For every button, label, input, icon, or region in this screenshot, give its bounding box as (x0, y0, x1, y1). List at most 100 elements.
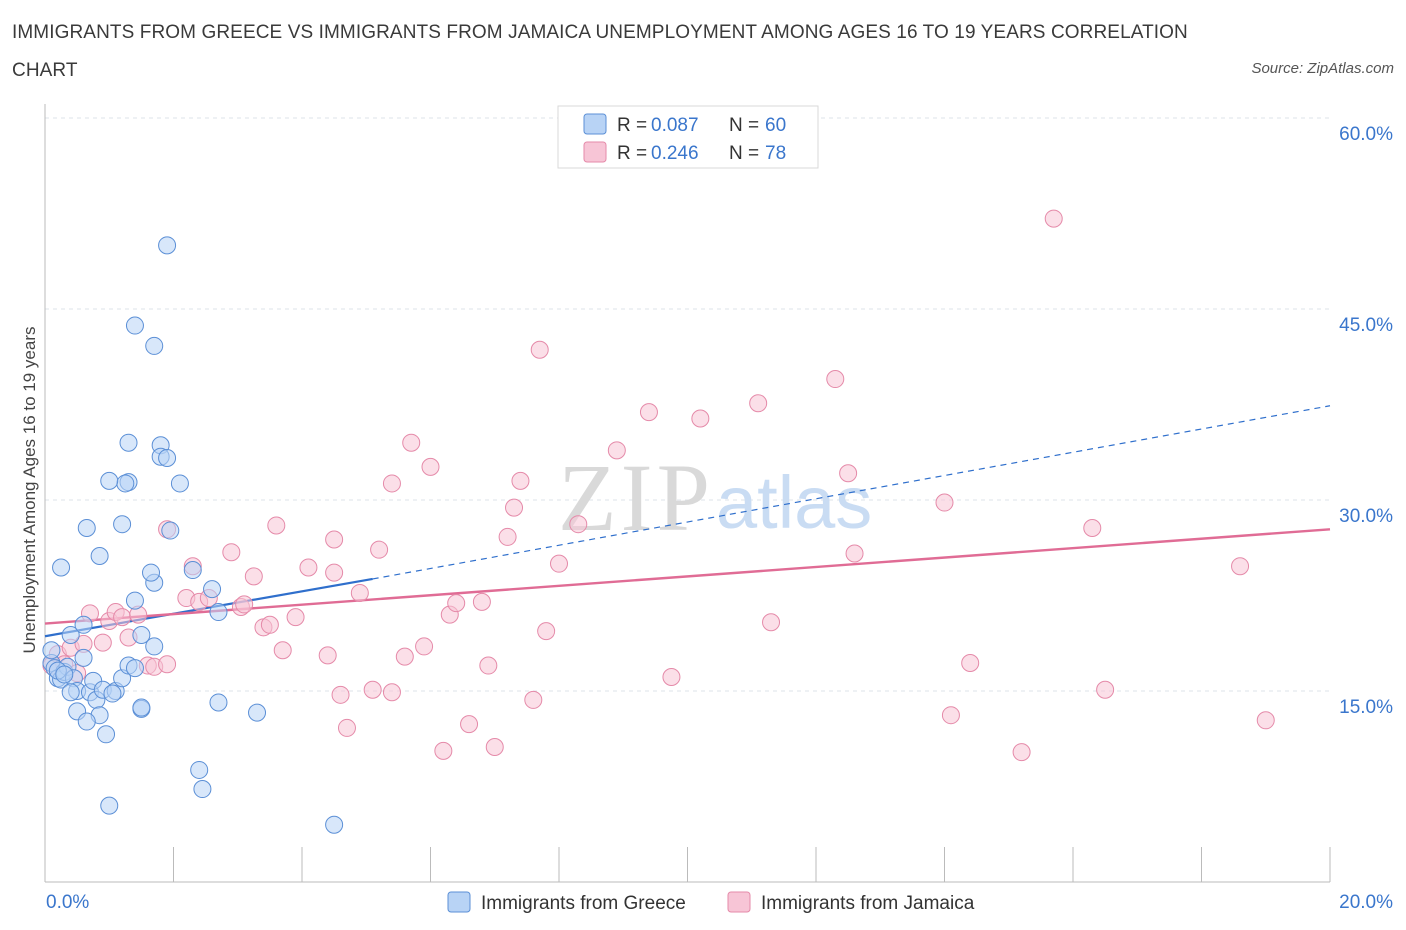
legend-box: R = 0.087 N = 60 R = 0.246 N = 78 (557, 105, 819, 169)
jamaica-point (530, 340, 549, 359)
legend-greece-r-label: R = (617, 115, 647, 136)
jamaica-point (749, 394, 768, 413)
jamaica-point (382, 474, 401, 493)
jamaica-point (762, 613, 781, 632)
greece-trend-dashed (372, 405, 1331, 580)
jamaica-point (569, 515, 588, 534)
greece-point (42, 641, 61, 660)
source-label: Source: ZipAtlas.com (1251, 60, 1394, 77)
greece-point (209, 693, 228, 712)
jamaica-point (337, 718, 356, 737)
greece-point (190, 760, 209, 779)
legend-greece-swatch (583, 113, 607, 135)
bottom-legend: Immigrants from Greece Immigrants from J… (447, 891, 975, 914)
legend-greece-n-label: N = (729, 115, 759, 136)
greece-point (125, 591, 144, 610)
greece-point (125, 659, 144, 678)
legend-greece-n-value: 60 (765, 115, 786, 136)
greece-point (116, 474, 135, 493)
greece-point (119, 433, 138, 452)
jamaica-point (662, 667, 681, 686)
jamaica-point (524, 690, 543, 709)
bottom-legend-jamaica-label: Immigrants from Jamaica (761, 893, 975, 914)
greece-point (142, 563, 161, 582)
jamaica-point (382, 683, 401, 702)
jamaica-point (498, 527, 517, 546)
bottom-legend-greece-swatch (447, 891, 471, 913)
jamaica-point (935, 493, 954, 512)
jamaica-point (485, 738, 504, 757)
jamaica-point (1096, 680, 1115, 699)
jamaica-point (472, 592, 491, 611)
jamaica-point (1083, 519, 1102, 538)
jamaica-point (1256, 711, 1275, 730)
greece-point (61, 683, 80, 702)
jamaica-point (299, 558, 318, 577)
jamaica-point (1012, 743, 1031, 762)
jamaica-point (402, 433, 421, 452)
y-tick-label: 15.0% (1339, 697, 1393, 718)
jamaica-point (273, 641, 292, 660)
jamaica-point (325, 530, 344, 549)
jamaica-point (550, 554, 568, 573)
jamaica-point (639, 403, 658, 422)
greece-point (132, 625, 151, 644)
greece-point (74, 648, 93, 667)
greece-point (158, 236, 177, 255)
greece-point (158, 448, 177, 467)
jamaica-point (363, 680, 382, 699)
jamaica-point (826, 370, 845, 389)
greece-point (203, 580, 222, 599)
jamaica-point (235, 595, 254, 614)
jamaica-points (42, 209, 1275, 762)
greece-point (100, 796, 119, 815)
greece-point (97, 725, 116, 744)
jamaica-point (839, 464, 858, 483)
jamaica-point (479, 656, 498, 675)
legend-jamaica-n-label: N = (729, 143, 759, 164)
greece-point (77, 519, 96, 538)
greece-point (170, 474, 189, 493)
greece-point (325, 815, 344, 834)
greece-point (77, 712, 96, 731)
greece-point (74, 615, 93, 634)
greece-point (113, 515, 132, 534)
bottom-legend-jamaica-swatch (727, 891, 751, 913)
jamaica-point (331, 685, 350, 704)
greece-point (183, 561, 202, 580)
legend-jamaica-r-label: R = (617, 143, 647, 164)
y-tick-label: 60.0% (1339, 124, 1393, 145)
jamaica-point (941, 706, 960, 725)
x-tick-label: 20.0% (1339, 892, 1393, 913)
jamaica-point (325, 563, 344, 582)
y-tick-label: 30.0% (1339, 506, 1393, 527)
legend-jamaica-swatch (583, 141, 607, 163)
jamaica-point (267, 516, 286, 535)
watermark-zip: ZIP (558, 444, 714, 551)
greece-point (193, 780, 212, 799)
jamaica-point (158, 655, 177, 674)
watermark: ZIP atlas (558, 444, 872, 551)
jamaica-point (370, 540, 389, 559)
jamaica-point (350, 583, 369, 602)
jamaica-point (691, 409, 710, 428)
jamaica-point (460, 715, 479, 734)
jamaica-trend-solid (44, 528, 1331, 625)
jamaica-point (434, 741, 453, 760)
greece-point (145, 336, 164, 355)
jamaica-point (447, 594, 466, 613)
jamaica-point (421, 457, 440, 476)
jamaica-point (415, 637, 434, 656)
bottom-legend-greece-label: Immigrants from Greece (481, 893, 686, 914)
jamaica-point (1231, 557, 1250, 576)
jamaica-point (286, 608, 305, 627)
greece-points (42, 236, 344, 834)
jamaica-point (113, 608, 132, 627)
greece-point (103, 684, 122, 703)
greece-point (125, 316, 144, 335)
jamaica-point (607, 441, 626, 460)
legend-jamaica-r-value: 0.246 (651, 143, 699, 164)
jamaica-point (395, 647, 414, 666)
greece-trend-solid (44, 577, 373, 638)
